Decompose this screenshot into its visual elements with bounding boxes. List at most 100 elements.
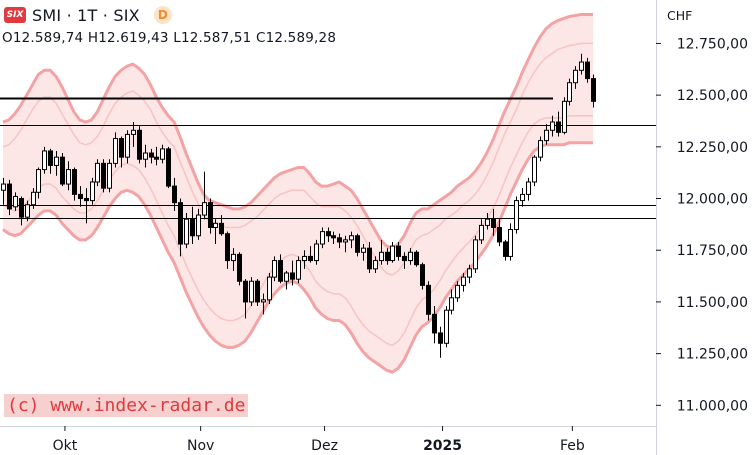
open-value: 12.589,74 [12,30,84,46]
y-tick-label: 12.250,00 [677,140,748,156]
candle [302,250,307,269]
time-axis[interactable]: Okt Nov Dez 2025 Feb [53,426,585,454]
candle [367,241,372,273]
candle-body-up [202,202,207,216]
candle [467,264,472,284]
candle-body-down [60,156,65,185]
candle [573,66,578,89]
candle [284,270,289,290]
candle [455,281,460,302]
candle-body-up [66,169,71,185]
candle-body-down [503,241,508,257]
candle [544,124,549,145]
candle [255,279,260,307]
candle [119,136,124,168]
candle-body-up [567,82,572,102]
candle [184,213,189,249]
candle-body-down [119,138,124,158]
ohlc-readout: O12.589,74 H12.619,43 L12.587,51 C12.589… [2,30,336,46]
x-tick-label: 2025 [423,438,462,454]
candle-body-down [426,284,431,315]
candle-body-down [219,222,224,235]
candle-body-down [78,193,83,200]
candle [414,250,419,267]
candle [154,146,159,166]
candle [272,256,277,282]
candle-body-up [184,218,189,245]
candle [107,159,112,193]
candle [231,248,236,271]
candle [137,126,142,164]
candle-body-down [255,280,260,303]
price-axis[interactable]: 11.000,00 11.250,00 11.500,00 11.750,00 12.0… [656,36,748,414]
candle-body-up [520,193,525,202]
low-value: 12.587,51 [180,30,252,46]
candle-body-down [367,247,372,270]
candle [503,239,508,261]
candle-body-down [190,218,195,237]
candle [585,57,590,83]
candle [567,78,572,106]
candle [66,161,71,191]
candle-body-down [326,231,331,237]
candle-body-down [208,202,213,228]
candle [473,235,478,273]
candle [13,192,18,211]
candle-body-down [591,78,596,102]
candle-body-up [379,251,384,262]
candle-body-up [538,140,543,158]
candle [326,227,331,242]
x-tick-label: Dez [311,438,338,454]
candle-body-down [166,148,171,187]
candle-body-up [314,243,319,262]
candle [556,111,561,137]
candle [267,272,272,304]
delayed-badge[interactable]: D [153,6,172,24]
envelope-lower-inner-line [2,115,593,347]
candle-body-down [331,235,336,239]
candle-body-up [125,133,130,158]
candle [497,219,502,247]
candle [7,179,12,216]
candle-body-up [562,100,567,133]
chart-header: SIX SMI · 1T · SIX D [0,0,172,30]
candle-body-up [54,156,59,166]
candle-body-up [473,239,478,270]
candle [19,196,24,226]
candle [514,196,519,234]
candle-body-down [237,253,242,282]
candle-body-down [48,150,53,166]
candle [373,256,378,273]
candle-body-up [361,247,366,253]
candle [78,186,83,207]
candle-body-up [143,152,148,160]
candle [420,262,425,290]
candle [261,293,266,315]
currency-label[interactable]: CHF [667,8,693,23]
candle [355,233,360,257]
candle [385,248,390,265]
candle-body-down [154,156,159,160]
symbol-title[interactable]: SMI · 1T · SIX [32,5,140,25]
candle-body-up [373,260,378,270]
candle-body-up [485,218,490,226]
candle-body-up [196,214,201,237]
candle [349,231,354,249]
candle-body-down [137,129,142,160]
candle [190,206,195,245]
six-logo-icon: SIX [4,7,26,23]
y-tick-label: 11.750,00 [677,243,748,259]
candle [60,153,65,187]
candle [290,260,295,286]
candle [149,148,154,164]
candle [113,132,118,168]
candle [90,177,95,205]
candles [1,53,596,358]
candle [208,198,213,234]
candle [202,171,207,220]
y-tick-label: 11.500,00 [677,295,748,311]
x-tick-label: Nov [187,438,214,454]
candle-body-up [343,239,348,243]
envelope-upper-inner-line [2,42,593,276]
